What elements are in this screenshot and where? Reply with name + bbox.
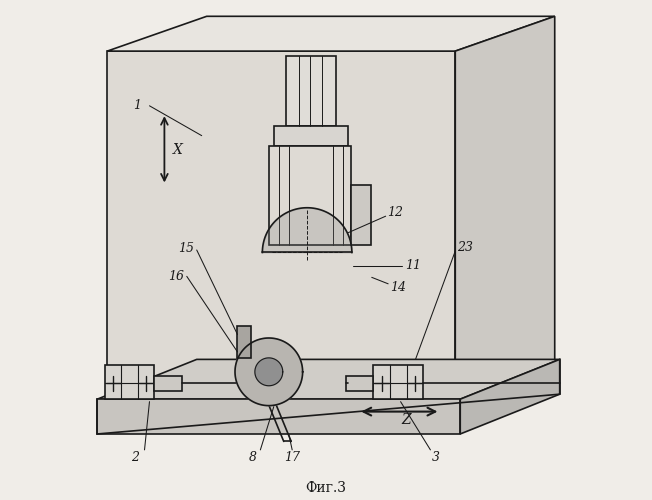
Bar: [105, 366, 155, 399]
Text: 17: 17: [284, 452, 300, 464]
Text: 11: 11: [405, 260, 421, 272]
Text: Фиг.3: Фиг.3: [306, 480, 346, 494]
Text: X: X: [173, 142, 183, 156]
Text: 16: 16: [168, 270, 184, 283]
Polygon shape: [97, 360, 559, 399]
Polygon shape: [455, 16, 555, 399]
Polygon shape: [97, 399, 460, 434]
Text: 2: 2: [130, 452, 139, 464]
Polygon shape: [255, 358, 283, 386]
Polygon shape: [460, 360, 559, 434]
Polygon shape: [235, 338, 303, 406]
Bar: [237, 326, 252, 358]
Bar: [346, 376, 373, 390]
Bar: [155, 376, 182, 390]
Bar: [269, 146, 351, 245]
Text: 1: 1: [133, 100, 141, 112]
Text: 14: 14: [390, 281, 406, 294]
Text: 12: 12: [387, 206, 404, 219]
Bar: [286, 56, 336, 126]
Bar: [373, 366, 423, 399]
Polygon shape: [107, 51, 455, 399]
Polygon shape: [107, 16, 555, 51]
Bar: [351, 186, 371, 245]
Text: 23: 23: [457, 241, 473, 254]
Text: 15: 15: [178, 242, 194, 255]
Text: Z: Z: [402, 413, 411, 427]
Text: 8: 8: [248, 452, 256, 464]
Text: 3: 3: [432, 452, 439, 464]
Bar: [274, 126, 348, 146]
